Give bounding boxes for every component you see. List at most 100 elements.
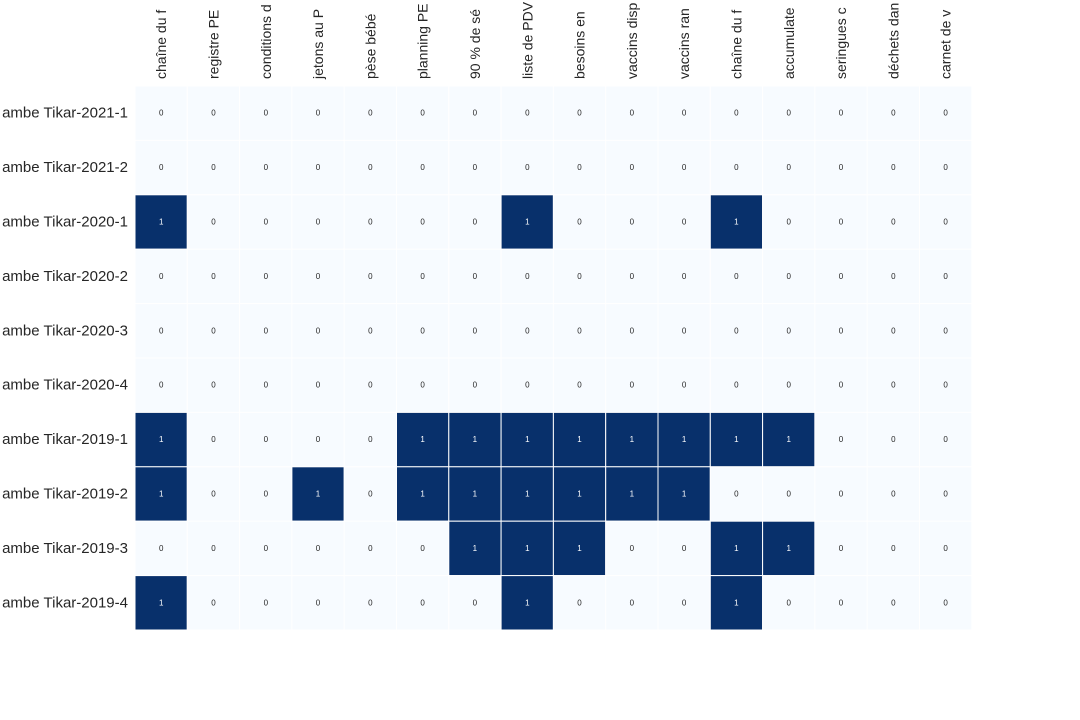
cell-value-label: 0 (211, 109, 216, 118)
heatmap-cell (919, 248, 973, 305)
cell-value-label: 0 (420, 218, 425, 227)
cell-value-label: 0 (473, 272, 478, 281)
heatmap-cell (709, 466, 764, 522)
cell-value-label: 0 (525, 272, 530, 281)
heatmap-cell (448, 248, 502, 305)
heatmap-cell (919, 520, 973, 577)
cell-value-label: 0 (577, 381, 582, 390)
cell-value-label: 1 (159, 218, 164, 227)
heatmap-cell (657, 303, 711, 359)
heatmap-cell (814, 194, 868, 250)
row-label: ambe Tikar-2021-1 (2, 105, 128, 122)
heatmap-cell (709, 575, 764, 631)
heatmap-cell (343, 248, 398, 305)
cell-value-label: 1 (577, 490, 582, 499)
cell-value-label: 0 (316, 381, 321, 390)
heatmap-cell (500, 248, 554, 305)
cell-value-label: 1 (577, 544, 582, 553)
column-label: vaccins ran (676, 8, 692, 79)
heatmap-cell (186, 575, 241, 631)
heatmap-cell (552, 303, 607, 359)
cell-value-label: 0 (525, 326, 530, 335)
cell-value-label: 0 (839, 435, 844, 444)
heatmap-cell (552, 466, 607, 522)
cell-value-label: 0 (682, 163, 687, 172)
cell-value-label: 0 (420, 544, 425, 553)
cell-value-label: 0 (734, 109, 739, 118)
cell-value-label: 0 (159, 544, 164, 553)
column-label: seringues c (833, 7, 849, 79)
heatmap-cell (866, 303, 921, 359)
row-label: ambe Tikar-2020-1 (2, 214, 128, 231)
cell-value-label: 0 (630, 326, 635, 335)
heatmap-cell (605, 575, 659, 631)
cell-value-label: 0 (525, 109, 530, 118)
column-label: 90 % de sé (467, 9, 483, 79)
cell-value-label: 1 (734, 598, 739, 607)
heatmap-cell (500, 357, 554, 413)
cell-value-label: 0 (368, 163, 373, 172)
cell-value-label: 0 (577, 218, 582, 227)
cell-value-label: 0 (943, 544, 948, 553)
cell-value-label: 0 (473, 218, 478, 227)
cell-value-label: 0 (264, 163, 269, 172)
heatmap-cell (291, 411, 345, 468)
column-label: registre PE (205, 10, 221, 79)
cell-value-label: 0 (316, 109, 321, 118)
heatmap-cell (343, 575, 398, 631)
heatmap-cell (709, 411, 764, 468)
cell-value-label: 1 (316, 490, 321, 499)
heatmap-cell (657, 520, 711, 577)
cell-value-label: 0 (630, 381, 635, 390)
heatmap-cell (605, 466, 659, 522)
row-label: ambe Tikar-2021-2 (2, 159, 128, 176)
cell-value-label: 1 (682, 490, 687, 499)
column-label: jetons au P (310, 9, 326, 80)
heatmap-cell (396, 520, 450, 577)
heatmap-cell (500, 85, 554, 141)
heatmap-cell (186, 139, 241, 196)
heatmap-cell (605, 303, 659, 359)
heatmap-cell (919, 466, 973, 522)
column-label: carnet de v (938, 10, 954, 79)
heatmap-cell (134, 139, 188, 196)
cell-value-label: 0 (786, 381, 791, 390)
cell-value-label: 0 (839, 272, 844, 281)
heatmap-cell (396, 411, 450, 468)
cell-value-label: 0 (420, 598, 425, 607)
heatmap-cell (239, 248, 293, 305)
heatmap-cell (291, 520, 345, 577)
cell-value-label: 0 (420, 326, 425, 335)
heatmap-cell (919, 411, 973, 468)
cell-value-label: 1 (525, 544, 530, 553)
cell-value-label: 0 (943, 381, 948, 390)
cell-value-label: 0 (264, 109, 269, 118)
heatmap-cell (239, 466, 293, 522)
cell-value-label: 0 (159, 163, 164, 172)
cell-value-label: 0 (891, 381, 896, 390)
cell-value-label: 0 (891, 272, 896, 281)
row-labels: ambe Tikar-2021-1 ambe Tikar-2021-2 ambe T… (2, 105, 128, 612)
cell-value-label: 1 (630, 490, 635, 499)
heatmap-cell (239, 575, 293, 631)
heatmap-cell (709, 139, 764, 196)
heatmap-cell (239, 411, 293, 468)
heatmap-cell (186, 303, 241, 359)
cell-value-label: 0 (159, 109, 164, 118)
cell-value-label: 0 (368, 598, 373, 607)
heatmap-cell (396, 466, 450, 522)
heatmap-cell (552, 411, 607, 468)
heatmap-cell (448, 520, 502, 577)
cell-value-label: 0 (943, 598, 948, 607)
heatmap-cell (396, 139, 450, 196)
cell-value-label: 0 (211, 218, 216, 227)
cell-value-label: 0 (264, 272, 269, 281)
cell-value-label: 0 (211, 598, 216, 607)
heatmap-cell (919, 194, 973, 250)
heatmap-cell (657, 466, 711, 522)
heatmap-cell (657, 194, 711, 250)
cell-value-label: 0 (682, 544, 687, 553)
heatmap-cell (866, 520, 921, 577)
heatmap-cell (866, 194, 921, 250)
cell-value-label: 1 (525, 598, 530, 607)
